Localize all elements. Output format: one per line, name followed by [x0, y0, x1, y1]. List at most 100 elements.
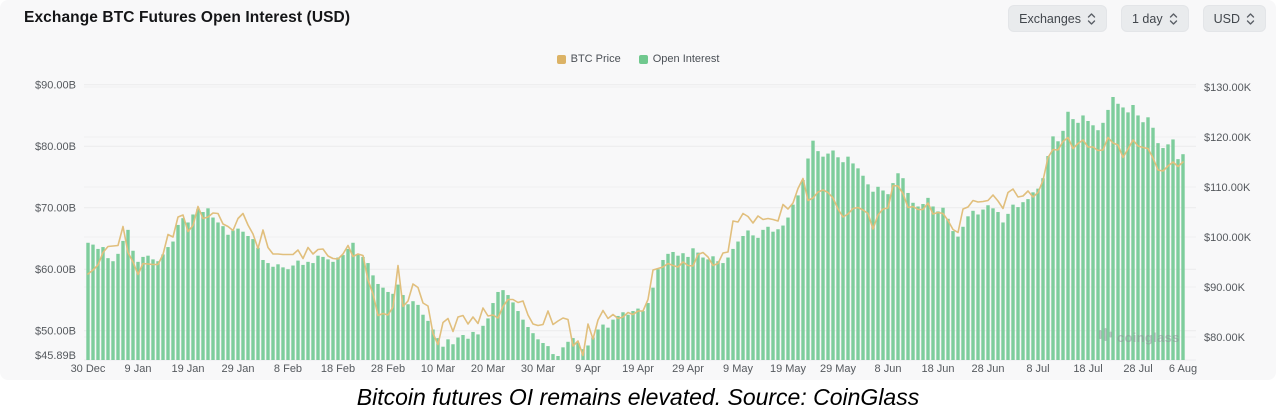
oi-bar [321, 256, 325, 360]
oi-bar [856, 168, 860, 360]
x-axis-tick-label: 30 Mar [521, 363, 556, 375]
oi-bar [651, 287, 655, 360]
oi-bar [1156, 143, 1160, 360]
legend-item-btc-price[interactable]: BTC Price [556, 53, 621, 65]
oi-bar [681, 253, 685, 360]
oi-bar [646, 303, 650, 360]
oi-bar [711, 256, 715, 360]
oi-bar [481, 325, 485, 360]
oi-bar [316, 255, 320, 360]
watermark: coinglass [1098, 327, 1180, 347]
oi-bar [116, 253, 120, 360]
oi-bar [1046, 156, 1050, 360]
oi-bar [871, 191, 875, 360]
oi-bar [541, 343, 545, 360]
oi-bar [696, 252, 700, 360]
oi-bar [991, 208, 995, 360]
oi-bar [961, 226, 965, 360]
oi-bar [721, 263, 725, 360]
oi-bar [226, 234, 230, 360]
coinglass-logo-icon [1098, 327, 1113, 347]
oi-bar [706, 259, 710, 360]
oi-bar [916, 206, 920, 360]
oi-bar [976, 214, 980, 360]
oi-bar [266, 263, 270, 360]
oi-bar [1121, 107, 1125, 361]
x-axis-tick-label: 29 Apr [672, 363, 704, 375]
oi-bar [551, 354, 555, 360]
oi-bar [201, 212, 205, 360]
oi-bar [556, 356, 560, 360]
oi-bar [456, 337, 460, 360]
oi-bar [566, 341, 570, 360]
oi-bar [161, 254, 165, 360]
oi-bar [426, 320, 430, 360]
oi-bar [921, 204, 925, 360]
left-axis-tick-label: $50.00B [35, 326, 76, 338]
oi-bar [1006, 213, 1010, 360]
oi-bar [831, 150, 835, 360]
oi-bar [281, 267, 285, 360]
x-axis-tick-label: 29 May [820, 363, 857, 375]
oi-bar [296, 260, 300, 360]
oi-bar [271, 266, 275, 360]
oi-bar [896, 173, 900, 360]
oi-bar [511, 302, 515, 360]
oi-bar [691, 248, 695, 360]
oi-bar [391, 293, 395, 360]
oi-bar [576, 343, 580, 360]
exchanges-dropdown-label: Exchanges [1019, 11, 1081, 26]
oi-bar [91, 244, 95, 360]
oi-bar [441, 346, 445, 360]
interval-dropdown[interactable]: 1 day [1121, 5, 1189, 32]
exchanges-dropdown[interactable]: Exchanges [1008, 5, 1107, 32]
oi-bar [241, 231, 245, 360]
oi-bar [1041, 178, 1045, 360]
x-axis-tick-label: 20 Mar [471, 363, 506, 375]
oi-bar [381, 287, 385, 360]
right-axis-tick-label: $90.00K [1204, 282, 1246, 294]
oi-bar [716, 261, 720, 360]
oi-bar [366, 263, 370, 360]
x-axis-tick-label: 19 Apr [622, 363, 654, 375]
oi-bar [311, 263, 315, 360]
oi-bar [516, 311, 520, 360]
oi-bar [476, 334, 480, 360]
oi-bar [571, 338, 575, 360]
oi-bar [356, 254, 360, 360]
oi-bar [336, 257, 340, 360]
x-axis-tick-label: 19 May [770, 363, 807, 375]
oi-bar [931, 206, 935, 360]
oi-bar [771, 231, 775, 360]
oi-bar [346, 248, 350, 360]
oi-bar [806, 158, 810, 360]
oi-bar [181, 218, 185, 360]
sort-chevrons-icon [1087, 12, 1096, 26]
legend-swatch-open-interest [638, 54, 648, 64]
x-axis-tick-label: 9 Jan [125, 363, 152, 375]
oi-bar [411, 301, 415, 360]
oi-bar [936, 211, 940, 360]
oi-bar [1071, 119, 1075, 360]
oi-bar [386, 291, 390, 360]
chart-plot: $130.00K $120.00K $110.00K $100.00K $90.00K $… [35, 80, 1252, 375]
legend-item-open-interest[interactable]: Open Interest [638, 53, 719, 65]
x-axis-tick-label: 18 Feb [321, 363, 355, 375]
oi-bar [276, 264, 280, 360]
oi-bar [101, 247, 105, 360]
oi-bar [996, 212, 1000, 360]
oi-bar [156, 261, 160, 360]
oi-bar [1036, 188, 1040, 360]
oi-bar [436, 338, 440, 360]
oi-bar [611, 319, 615, 360]
oi-bar [131, 250, 135, 360]
oi-bar [231, 230, 235, 360]
oi-bar [251, 239, 255, 360]
oi-bar [421, 314, 425, 360]
oi-bar [126, 229, 130, 360]
oi-bar [731, 248, 735, 360]
right-axis-tick-label: $120.00K [1204, 132, 1252, 144]
oi-bar [371, 275, 375, 360]
currency-dropdown[interactable]: USD [1202, 5, 1266, 32]
oi-bar [1176, 159, 1180, 360]
